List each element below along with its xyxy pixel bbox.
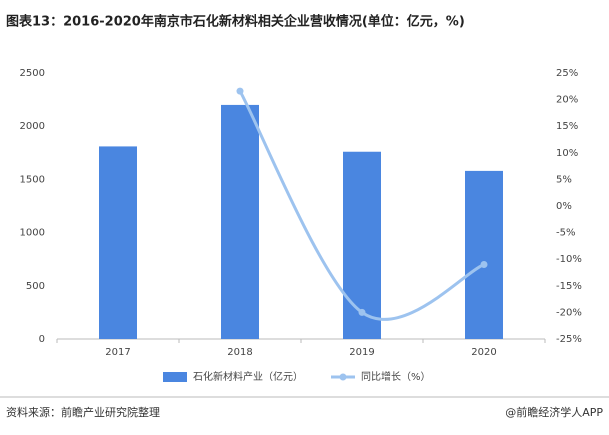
y-tick-label: 1500 [20, 174, 45, 185]
y2-tick-label: -20% [556, 307, 582, 318]
source: 资料来源：前瞻产业研究院整理 [6, 405, 160, 419]
point [480, 261, 488, 269]
x-tick-label: 2019 [349, 347, 374, 358]
y2-tick-label: 25% [556, 68, 578, 79]
point [358, 308, 366, 316]
bar [343, 151, 381, 339]
y-tick-label: 0 [39, 334, 45, 345]
line [238, 90, 485, 321]
x-tick-label: 2017 [105, 347, 130, 358]
legend-label: 同比增长（%） [361, 370, 431, 383]
y2-tick-label: -15% [556, 281, 582, 292]
y2-tick-label: 5% [556, 174, 572, 185]
bar [221, 104, 259, 339]
legend-label: 石化新材料产业（亿元） [193, 370, 303, 383]
chart-title: 图表13：2016-2020年南京市石化新材料相关企业营收情况(单位：亿元，%) [6, 14, 465, 30]
y2-tick-label: -10% [556, 254, 582, 265]
x-tick-label: 2020 [471, 347, 496, 358]
y2-tick-label: 20% [556, 95, 578, 106]
legend-swatch [163, 372, 187, 382]
point [236, 87, 244, 95]
bar [99, 146, 137, 339]
bar [465, 170, 503, 339]
x-tick-label: 2018 [227, 347, 252, 358]
y2-tick-label: -5% [556, 228, 575, 239]
legend-swatch [339, 373, 347, 381]
y-tick-label: 2000 [20, 121, 45, 132]
y-tick-label: 500 [26, 281, 45, 292]
y2-tick-label: -25% [556, 334, 582, 345]
y2-tick-label: 10% [556, 148, 578, 159]
credit: @前瞻经济学人APP [505, 405, 603, 419]
y2-tick-label: 15% [556, 121, 578, 132]
y-tick-label: 2500 [20, 68, 45, 79]
y2-tick-label: 0% [556, 201, 572, 212]
y-tick-label: 1000 [20, 228, 45, 239]
